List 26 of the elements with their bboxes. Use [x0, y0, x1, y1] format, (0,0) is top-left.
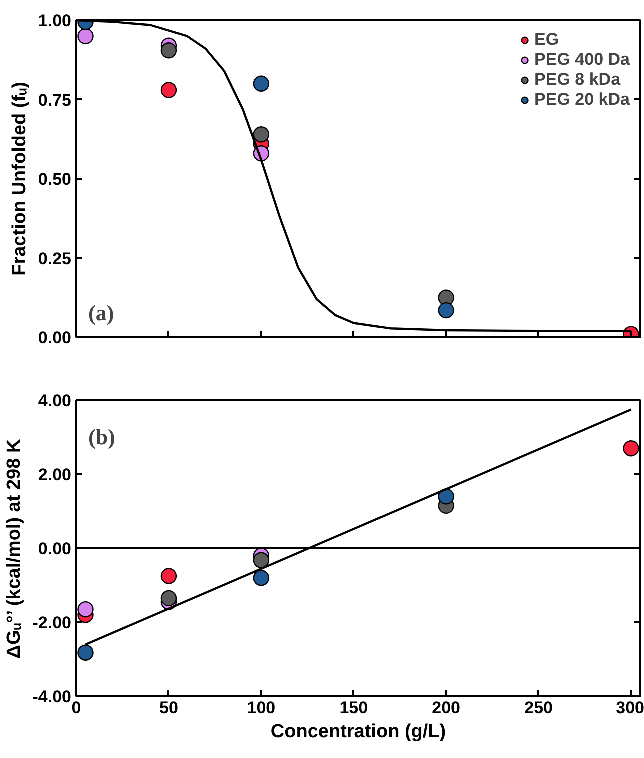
y-tick-label: 2.00: [38, 466, 72, 484]
y-tick-label: -4.00: [32, 688, 72, 706]
y-tick-label: 0.50: [38, 170, 72, 189]
x-tick-label: 100: [247, 698, 276, 718]
annotation: (b): [88, 424, 116, 450]
legend-label: PEG 20 kDa: [534, 90, 630, 110]
y-axis-title: Fraction Unfolded (fᵤ): [9, 82, 30, 276]
y-tick-label: -2.00: [32, 614, 72, 632]
legend-label: EG: [534, 30, 560, 50]
y-tick-label: 0.75: [38, 90, 72, 110]
y-tick-label: 0.00: [38, 328, 72, 348]
x-tick-label: 50: [160, 698, 178, 718]
y-tick-label: 0.00: [38, 540, 72, 558]
x-tick-label: 250: [524, 698, 553, 718]
x-tick-label: 150: [340, 698, 368, 718]
y-tick-label: 1.00: [38, 12, 72, 30]
y-tick-label: 0.25: [38, 249, 72, 268]
x-axis-title: Concentration (g/L): [270, 722, 446, 742]
y-axis-title: ΔGᵤ°’ (kcal/mol) at 298 K: [4, 439, 25, 659]
y-tick-label: 4.00: [38, 392, 72, 410]
x-tick-label: 0: [72, 698, 82, 718]
legend-label: PEG 8 kDa: [534, 70, 621, 90]
x-tick-label: 200: [432, 698, 461, 718]
legend-label: PEG 400 Da: [534, 50, 630, 70]
annotation: (a): [88, 300, 114, 326]
x-tick-label: 300: [616, 698, 644, 718]
